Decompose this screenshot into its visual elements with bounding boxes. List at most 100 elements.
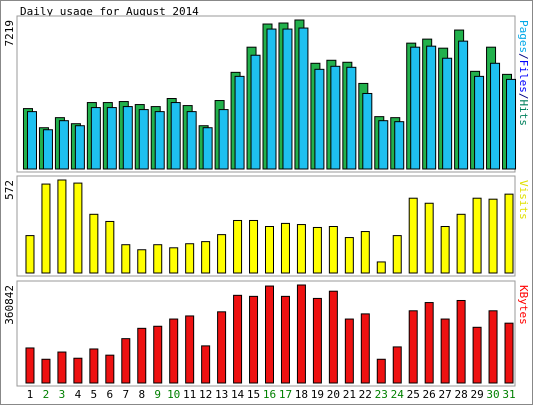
bar: [74, 125, 85, 170]
bar: [506, 78, 517, 170]
bar: [314, 68, 325, 170]
bar: [25, 347, 35, 384]
bar: [472, 326, 482, 384]
bar: [170, 102, 181, 170]
x-tick-label: 19: [311, 388, 324, 401]
x-tick-label: 21: [343, 388, 356, 401]
bar: [424, 302, 434, 384]
x-tick-label: 13: [215, 388, 228, 401]
x-tick-label: 8: [138, 388, 145, 401]
bar: [440, 318, 450, 384]
axis-label-part: /: [517, 93, 530, 100]
x-tick-label: 11: [183, 388, 196, 401]
bar: [328, 226, 338, 274]
bar: [57, 351, 67, 384]
bar: [346, 66, 357, 170]
x-tick-label: 9: [154, 388, 161, 401]
bar: [328, 290, 338, 384]
y-tick-label: 7219: [3, 20, 16, 47]
axis-label-part: Files: [517, 60, 530, 93]
bar: [201, 345, 211, 384]
bar: [426, 45, 437, 170]
bar: [442, 57, 453, 170]
x-tick-label: 6: [107, 388, 114, 401]
bar: [296, 284, 306, 384]
bar: [153, 244, 163, 274]
bar: [41, 358, 51, 384]
bar: [266, 28, 277, 170]
bar: [265, 285, 274, 384]
x-tick-label: 29: [470, 388, 483, 401]
chart-title: Daily usage for August 2014: [20, 5, 199, 18]
bar: [58, 120, 69, 170]
bar: [360, 313, 370, 384]
bar: [408, 310, 418, 384]
bar: [249, 219, 259, 274]
x-tick-label: 3: [59, 388, 66, 401]
x-tick-label: 28: [454, 388, 467, 401]
bar: [458, 40, 469, 170]
bar: [474, 75, 485, 170]
bar: [504, 322, 514, 384]
x-tick-label: 27: [439, 388, 452, 401]
bar: [154, 111, 165, 170]
bar: [360, 231, 370, 274]
x-tick-label: 10: [167, 388, 180, 401]
bar: [408, 197, 418, 274]
bar: [392, 235, 402, 274]
bar: [57, 179, 67, 274]
bar: [249, 295, 259, 384]
bar: [312, 297, 322, 384]
bar: [233, 219, 243, 274]
bar: [280, 295, 290, 384]
x-tick-label: 17: [279, 388, 292, 401]
axis-label-part: KBytes: [517, 285, 530, 325]
bar: [296, 224, 306, 274]
bar: [298, 27, 309, 170]
bar: [186, 111, 197, 170]
bar: [456, 213, 466, 274]
axis-label: Visits: [517, 180, 530, 220]
bar: [25, 235, 35, 274]
bar: [137, 249, 147, 274]
bar: [121, 338, 131, 384]
bar: [42, 129, 53, 170]
bar: [472, 197, 482, 274]
bar: [424, 202, 434, 274]
x-tick-label: 26: [423, 388, 436, 401]
bar: [394, 121, 405, 170]
x-tick-label: 25: [407, 388, 420, 401]
axis-label: KBytes: [517, 285, 530, 325]
axis-label-part: Pages: [517, 20, 530, 53]
x-tick-label: 4: [75, 388, 82, 401]
x-tick-label: 16: [263, 388, 276, 401]
bar: [90, 107, 101, 170]
bar: [185, 243, 195, 274]
bar: [218, 109, 229, 170]
bar: [234, 75, 245, 170]
x-tick-label: 18: [295, 388, 308, 401]
bar: [376, 358, 386, 384]
bar: [456, 299, 466, 384]
axis-label-part: Hits: [517, 100, 530, 127]
bar: [362, 92, 373, 170]
axis-label: Pages/Files/Hits: [517, 20, 530, 126]
x-tick-label: 23: [375, 388, 388, 401]
bar: [330, 65, 341, 170]
bar: [73, 357, 83, 384]
x-tick-label: 14: [231, 388, 245, 401]
bar: [488, 198, 498, 274]
bar: [41, 183, 51, 274]
bar: [153, 325, 163, 384]
bar: [105, 220, 115, 274]
bar: [280, 222, 290, 274]
bar: [169, 318, 179, 384]
x-tick-label: 31: [502, 388, 515, 401]
x-tick-label: 24: [391, 388, 405, 401]
bar: [138, 109, 149, 170]
bar: [122, 106, 133, 170]
bar: [105, 354, 115, 384]
y-tick-label: 360842: [3, 285, 16, 325]
bar: [378, 120, 389, 170]
x-tick-label: 12: [199, 388, 212, 401]
